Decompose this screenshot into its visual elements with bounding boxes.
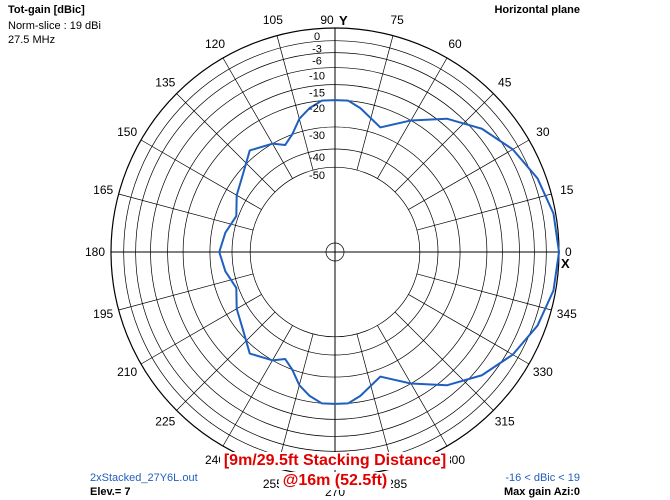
x-axis-label: X bbox=[561, 256, 570, 271]
radiation-pattern-line bbox=[218, 99, 560, 405]
ring-label: -6 bbox=[312, 56, 322, 68]
ring-label: -15 bbox=[309, 88, 325, 100]
angle-label: 15 bbox=[560, 183, 574, 197]
y-axis-label: Y bbox=[339, 13, 348, 28]
grid-spoke bbox=[276, 333, 314, 469]
caption-line-2: @16m (52.5ft) bbox=[278, 472, 392, 490]
angle-label: 225 bbox=[155, 415, 175, 429]
angle-label: 285 bbox=[387, 477, 407, 491]
angle-label: 75 bbox=[390, 13, 404, 27]
grid-spoke bbox=[416, 193, 552, 231]
ring-label: -10 bbox=[309, 71, 325, 83]
max-gain-label: Max gain Azi:0 bbox=[504, 486, 580, 498]
angle-label: 150 bbox=[117, 125, 137, 139]
norm-slice-label: Norm-slice : 19 dBi bbox=[8, 20, 101, 32]
angle-label: 345 bbox=[557, 307, 577, 321]
angle-label: 120 bbox=[205, 37, 225, 51]
file-name-label: 2xStacked_27Y6L.out bbox=[90, 472, 198, 484]
grid-spoke bbox=[377, 325, 448, 447]
grid-spoke bbox=[356, 35, 394, 171]
grid-spoke bbox=[394, 311, 494, 411]
elevation-label: Elev.= 7 bbox=[90, 486, 131, 498]
ring-label: 0 bbox=[314, 31, 320, 43]
angle-label: 195 bbox=[93, 307, 113, 321]
angle-label: 180 bbox=[85, 245, 105, 259]
frequency-label: 27.5 MHz bbox=[8, 34, 56, 46]
grid-spoke bbox=[377, 57, 448, 179]
angle-label: 330 bbox=[533, 365, 553, 379]
grid-spoke bbox=[176, 93, 276, 193]
ring-label: -30 bbox=[309, 130, 325, 142]
ring-label: -20 bbox=[309, 103, 325, 115]
angle-label: 0 bbox=[565, 245, 572, 259]
angle-label: 255 bbox=[263, 477, 283, 491]
gain-range-label: -16 < dBic < 19 bbox=[505, 472, 580, 484]
angle-label: 315 bbox=[495, 415, 515, 429]
grid-spoke bbox=[408, 139, 530, 210]
ring-label: -50 bbox=[309, 170, 325, 182]
grid-spoke bbox=[140, 294, 262, 365]
grid-spoke bbox=[394, 93, 494, 193]
angle-label: 135 bbox=[155, 75, 175, 89]
angle-label: 90 bbox=[320, 13, 334, 27]
grid-spoke bbox=[416, 273, 552, 311]
grid-spoke bbox=[222, 57, 293, 179]
angle-label: 210 bbox=[117, 365, 137, 379]
grid-spoke bbox=[408, 294, 530, 365]
grid-spoke bbox=[276, 35, 314, 171]
angle-label: 105 bbox=[263, 13, 283, 27]
ring-label: -3 bbox=[312, 44, 322, 56]
grid-spoke bbox=[176, 311, 276, 411]
grid-spoke bbox=[356, 333, 394, 469]
angle-label: 165 bbox=[93, 183, 113, 197]
angle-label: 30 bbox=[536, 125, 550, 139]
grid-spoke bbox=[140, 139, 262, 210]
plane-label: Horizontal plane bbox=[494, 4, 580, 16]
ring-label: -40 bbox=[309, 152, 325, 164]
caption-line-1: [9m/29.5ft Stacking Distance] bbox=[219, 452, 451, 470]
chart-title: Tot-gain [dBic] bbox=[8, 4, 85, 16]
angle-label: 60 bbox=[448, 37, 462, 51]
angle-label: 45 bbox=[498, 75, 512, 89]
grid-spoke bbox=[222, 325, 293, 447]
